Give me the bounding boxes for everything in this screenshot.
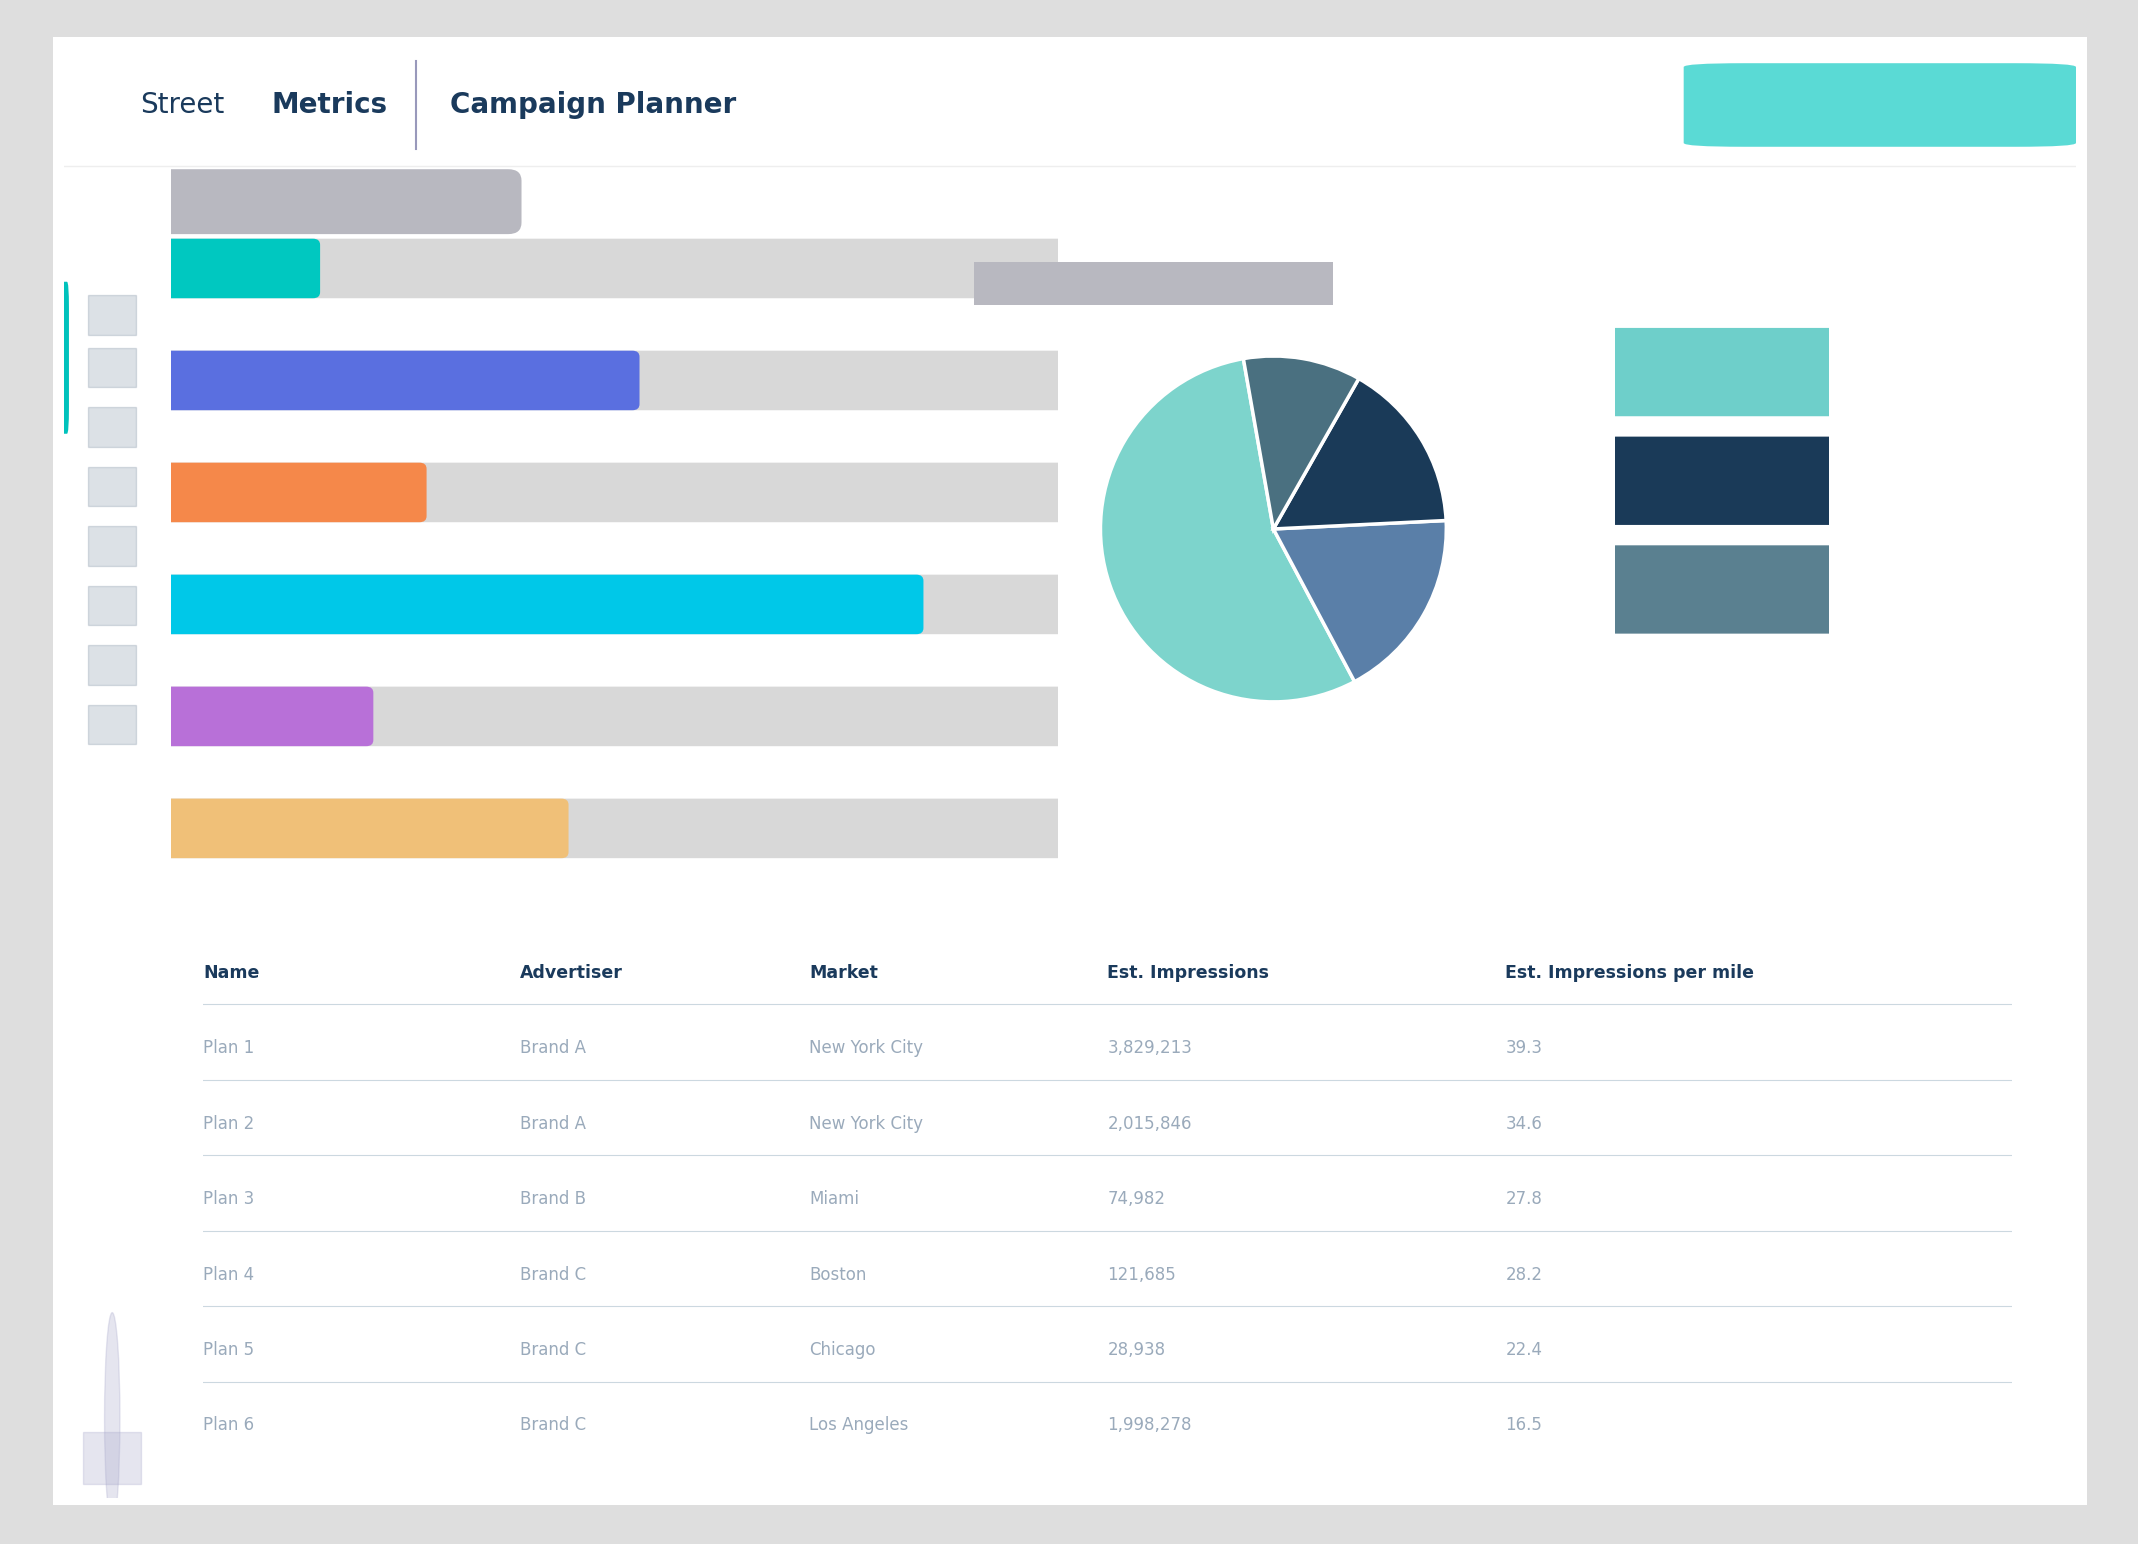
Text: 34.6: 34.6 — [1505, 1115, 1541, 1133]
FancyBboxPatch shape — [158, 170, 522, 235]
Wedge shape — [1101, 358, 1355, 703]
FancyBboxPatch shape — [956, 259, 1351, 307]
FancyBboxPatch shape — [165, 463, 428, 522]
FancyBboxPatch shape — [165, 239, 1065, 298]
Bar — [88, 704, 137, 744]
Bar — [88, 347, 137, 388]
Text: Name: Name — [203, 963, 259, 982]
FancyBboxPatch shape — [1685, 63, 2076, 147]
Text: Est. Impressions: Est. Impressions — [1107, 963, 1270, 982]
Text: 1,998,278: 1,998,278 — [1107, 1416, 1193, 1434]
Text: Chicago: Chicago — [808, 1342, 877, 1359]
Text: 2,015,846: 2,015,846 — [1107, 1115, 1193, 1133]
Text: Plan 1: Plan 1 — [203, 1039, 254, 1058]
FancyBboxPatch shape — [47, 281, 68, 434]
Text: Plan 6: Plan 6 — [203, 1416, 254, 1434]
Text: New York City: New York City — [808, 1039, 924, 1058]
Text: 74,982: 74,982 — [1107, 1190, 1165, 1207]
FancyBboxPatch shape — [165, 574, 924, 635]
Text: Plan 2: Plan 2 — [203, 1115, 254, 1133]
Text: New York City: New York City — [808, 1115, 924, 1133]
Bar — [88, 466, 137, 506]
FancyBboxPatch shape — [165, 350, 1065, 411]
Text: Street: Street — [141, 91, 224, 119]
Text: 121,685: 121,685 — [1107, 1266, 1176, 1283]
FancyBboxPatch shape — [1608, 327, 1839, 417]
Text: Boston: Boston — [808, 1266, 866, 1283]
FancyBboxPatch shape — [165, 687, 1065, 746]
Text: Brand C: Brand C — [520, 1266, 586, 1283]
Bar — [88, 408, 137, 446]
Text: Plan 4: Plan 4 — [203, 1266, 254, 1283]
FancyBboxPatch shape — [165, 239, 321, 298]
Text: Campaign Planner: Campaign Planner — [451, 91, 738, 119]
Text: Plan 5: Plan 5 — [203, 1342, 254, 1359]
Text: 28.2: 28.2 — [1505, 1266, 1541, 1283]
Text: 16.5: 16.5 — [1505, 1416, 1541, 1434]
Bar — [83, 1431, 141, 1484]
Text: 27.8: 27.8 — [1505, 1190, 1541, 1207]
Text: Los Angeles: Los Angeles — [808, 1416, 909, 1434]
Text: Brand A: Brand A — [520, 1115, 586, 1133]
Text: Advertiser: Advertiser — [520, 963, 622, 982]
Text: 28,938: 28,938 — [1107, 1342, 1165, 1359]
Wedge shape — [1244, 357, 1360, 530]
Bar — [88, 527, 137, 567]
Bar — [88, 645, 137, 686]
FancyBboxPatch shape — [165, 687, 374, 746]
Text: Brand A: Brand A — [520, 1039, 586, 1058]
FancyBboxPatch shape — [1608, 545, 1839, 633]
Text: Est. Impressions per mile: Est. Impressions per mile — [1505, 963, 1755, 982]
Text: Brand C: Brand C — [520, 1416, 586, 1434]
Text: 39.3: 39.3 — [1505, 1039, 1541, 1058]
Text: Brand C: Brand C — [520, 1342, 586, 1359]
Text: Miami: Miami — [808, 1190, 859, 1207]
FancyBboxPatch shape — [1608, 437, 1839, 525]
Text: 22.4: 22.4 — [1505, 1342, 1541, 1359]
FancyBboxPatch shape — [165, 350, 639, 411]
FancyBboxPatch shape — [165, 798, 1065, 858]
FancyBboxPatch shape — [26, 17, 2114, 1525]
Text: Market: Market — [808, 963, 879, 982]
Text: Metrics: Metrics — [272, 91, 387, 119]
Wedge shape — [1274, 378, 1445, 530]
Text: Plan 3: Plan 3 — [203, 1190, 254, 1207]
Bar — [88, 295, 137, 335]
Text: 3,829,213: 3,829,213 — [1107, 1039, 1193, 1058]
Wedge shape — [1274, 520, 1445, 681]
Circle shape — [105, 1312, 120, 1524]
FancyBboxPatch shape — [165, 463, 1065, 522]
Bar — [88, 585, 137, 625]
Text: Brand B: Brand B — [520, 1190, 586, 1207]
FancyBboxPatch shape — [165, 574, 1065, 635]
FancyBboxPatch shape — [165, 798, 569, 858]
